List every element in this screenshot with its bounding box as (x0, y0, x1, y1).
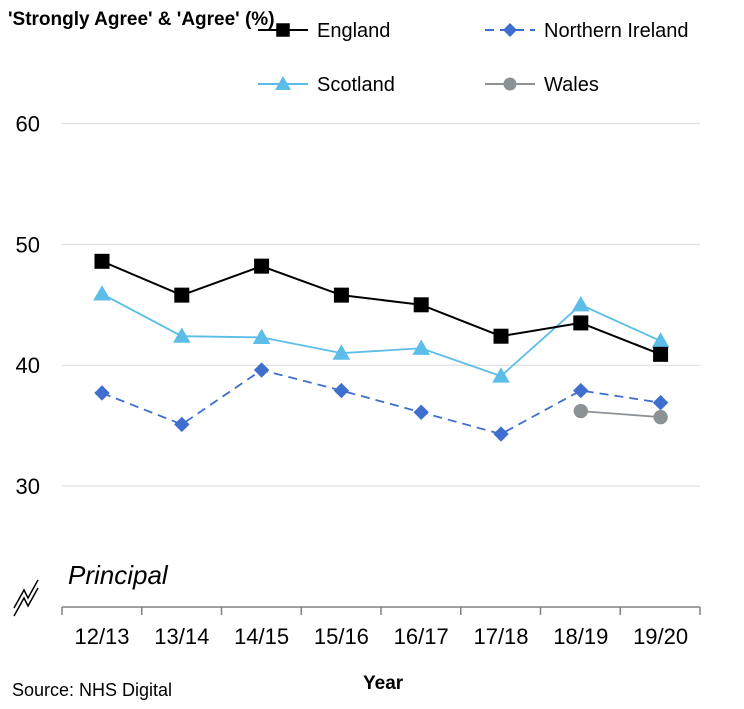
data-point-scotland (332, 344, 351, 360)
y-tick-label-40: 40 (16, 353, 40, 378)
data-point-england (493, 328, 509, 344)
data-point-northern-ireland (652, 394, 669, 411)
x-tick-label-19-20: 19/20 (633, 624, 688, 649)
data-point-scotland (572, 296, 590, 312)
data-point-northern-ireland (493, 426, 509, 442)
y-tick-label-60: 60 (16, 112, 40, 137)
data-point-england (174, 287, 190, 303)
x-tick-label-17-18: 17/18 (473, 624, 528, 649)
x-tick-label-15-16: 15/16 (314, 624, 369, 649)
data-point-wales (573, 403, 588, 419)
data-point-scotland (492, 367, 510, 383)
data-point-northern-ireland (413, 404, 429, 421)
data-point-scotland (173, 327, 191, 343)
data-point-england (413, 297, 429, 313)
data-point-england (653, 346, 669, 362)
data-point-northern-ireland (94, 385, 110, 401)
x-tick-label-14-15: 14/15 (234, 624, 289, 649)
legend-marker-scotland (275, 76, 291, 90)
data-point-scotland (412, 339, 430, 355)
y-axis-label: 'Strongly Agree' & 'Agree' (%) (8, 9, 275, 30)
legend-marker-northern-ireland (503, 23, 517, 37)
data-point-england (333, 287, 349, 303)
series-line-england (101, 260, 661, 356)
series-line-northern-ireland (101, 369, 661, 436)
legend-marker-wales (503, 77, 517, 91)
data-point-northern-ireland (174, 416, 190, 433)
chart-annotation: Principal (68, 560, 168, 590)
data-point-northern-ireland (333, 382, 350, 399)
data-point-scotland (651, 332, 670, 348)
legend-label-wales: Wales (544, 74, 599, 96)
series-line-wales (580, 410, 661, 419)
data-point-england (94, 253, 110, 269)
x-tick-label-18-19: 18/19 (553, 624, 608, 649)
data-point-northern-ireland (253, 362, 270, 378)
source-note: Source: NHS Digital (12, 680, 173, 700)
data-point-scotland (93, 285, 111, 301)
series-line-scotland (101, 293, 661, 378)
axis-break-icon (13, 579, 39, 609)
legend-label-northern-ireland: Northern Ireland (544, 20, 689, 42)
axis-break-icon (13, 587, 39, 617)
legend-label-scotland: Scotland (317, 74, 395, 96)
data-point-england (573, 315, 589, 331)
x-axis-label: Year (363, 673, 404, 694)
legend-label-england: England (317, 20, 390, 42)
data-point-england (254, 258, 270, 274)
x-tick-label-16-17: 16/17 (394, 624, 449, 649)
legend-marker-england (276, 23, 290, 37)
data-point-northern-ireland (573, 382, 589, 399)
data-point-scotland (252, 328, 271, 345)
y-tick-label-50: 50 (16, 232, 40, 257)
data-point-wales (653, 409, 668, 425)
x-tick-label-13-14: 13/14 (154, 624, 209, 649)
x-tick-label-12-13: 12/13 (74, 624, 129, 649)
y-tick-label-30: 30 (16, 474, 40, 499)
